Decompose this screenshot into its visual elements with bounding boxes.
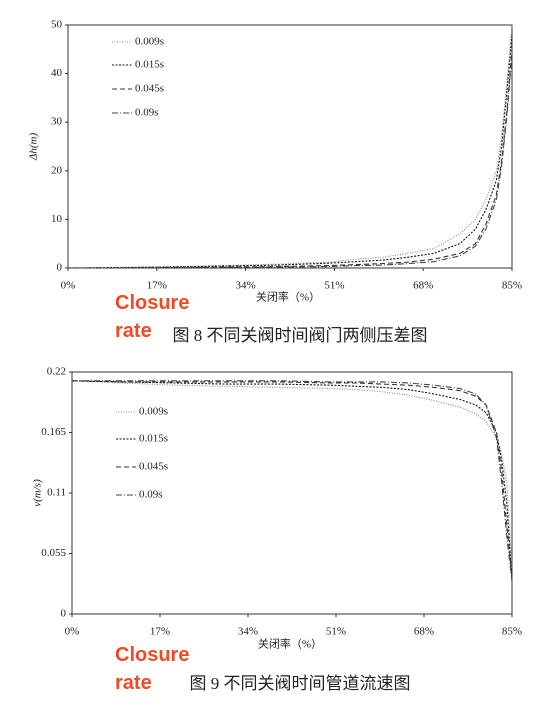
x-tick-label: 0% [61,280,76,292]
y-tick-label: 0.11 [47,487,66,499]
legend-label: 0.009s [135,36,164,48]
legend-label: 0.015s [135,59,164,71]
y-tick-label: 40 [51,67,63,79]
x-tick-label: 34% [236,280,256,292]
figure-caption: 图 9 不同关阀时间管道流速图 [190,674,411,693]
y-tick-label: 30 [51,116,63,128]
legend-label: 0.045s [139,461,168,473]
series-line [68,54,513,269]
y-tick-label: 20 [51,164,63,176]
x-tick-label: 17% [147,280,167,292]
x-tick-label: 85% [502,626,522,638]
y-tick-label: 0 [57,262,63,274]
x-axis-label: 关闭率（%） [256,290,320,304]
y-axis-label: v(m/s) [32,479,44,507]
legend-label: 0.009s [139,406,168,418]
x-tick-label: 51% [324,280,344,292]
x-tick-label: 34% [238,626,258,638]
legend-label: 0.015s [139,433,168,445]
legend-label: 0.045s [135,83,164,95]
y-tick-label: 0 [61,608,67,620]
y-tick-label: 10 [51,213,63,225]
annotation: Closure rate [115,644,190,694]
y-axis-label: Δh(m) [28,133,40,162]
figure-caption: 图 8 不同关阀时间阀门两侧压差图 [173,326,428,345]
x-tick-label: 68% [413,280,433,292]
series-line [71,380,513,582]
x-tick-label: 51% [326,626,346,638]
x-tick-label: 0% [65,626,80,638]
series-line [71,380,513,571]
legend-label: 0.09s [135,107,159,119]
x-tick-label: 17% [150,626,170,638]
x-tick-label: 85% [502,280,522,292]
plot-frame [71,371,513,615]
x-axis-label: 关闭率（%） [258,637,322,651]
annotation: Closure rate [115,292,190,342]
y-tick-label: 0.055 [41,547,66,559]
series-line [71,380,513,576]
series-line [68,49,513,269]
plot-frame [67,24,513,269]
series-line [67,24,513,269]
y-tick-label: 0.22 [47,366,66,378]
y-tick-label: 50 [51,19,63,31]
legend-label: 0.09s [139,489,163,501]
x-tick-label: 68% [414,626,434,638]
series-line [72,380,513,582]
y-tick-label: 0.165 [41,426,66,438]
series-line [67,34,513,269]
